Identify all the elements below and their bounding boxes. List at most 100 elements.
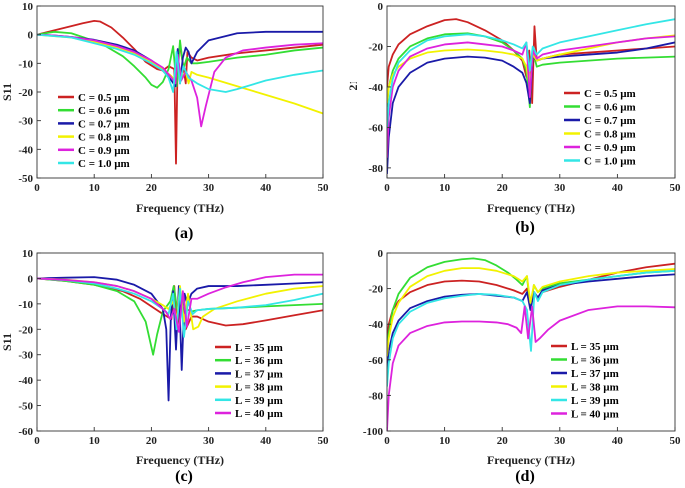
y-tick-label: -30 — [18, 116, 33, 128]
y-tick-label: 0 — [28, 30, 34, 42]
y-tick-label: -50 — [18, 173, 33, 185]
legend: L = 35 µmL = 36 µmL = 37 µmL = 38 µmL = … — [215, 342, 283, 420]
series-line-2 — [387, 32, 675, 109]
legend-label: L = 36 µm — [571, 355, 619, 367]
legend-label: L = 39 µm — [235, 395, 283, 407]
series-line-3 — [37, 276, 323, 402]
series-line-6 — [37, 33, 323, 93]
y-axis-label-fragment: S21 — [346, 79, 360, 98]
y-tick-label: -20 — [18, 87, 33, 99]
legend-label: C = 0.6 µm — [78, 105, 130, 117]
legend-label: C = 0.7 µm — [78, 118, 130, 130]
panel-b: 0 10 20 30 40 50 0 -20 -40 -60 -80 Frequency (THz) S… — [346, 1, 682, 236]
legend-label: L = 40 µm — [571, 409, 619, 421]
x-tick-label: 20 — [146, 182, 158, 194]
legend-label: C = 0.8 µm — [584, 129, 636, 141]
panel-label: (b) — [515, 219, 535, 236]
x-tick-label: 20 — [497, 435, 509, 447]
y-tick-label: 0 — [28, 273, 34, 285]
x-tick-label: 10 — [439, 435, 451, 447]
y-tick-label: 10 — [22, 248, 34, 260]
panel-a: 0 10 20 30 40 50 10 0 -10 -20 -30 -40 -50 Frequency (… — [0, 1, 329, 242]
legend-label: C = 0.6 µm — [584, 102, 636, 114]
y-tick-label: 0 — [378, 248, 384, 260]
legend-label: C = 1.0 µm — [78, 158, 130, 170]
y-tick-label: -20 — [368, 284, 383, 296]
legend-label: C = 1.0 µm — [584, 156, 636, 168]
x-tick-label: 50 — [670, 182, 682, 194]
y-tick-label: -20 — [18, 324, 33, 336]
legend-label: L = 37 µm — [571, 368, 619, 380]
legend-label: C = 0.7 µm — [584, 115, 636, 127]
panel-label: (a) — [175, 225, 194, 242]
y-tick-label: -60 — [368, 122, 383, 134]
series-line-5 — [387, 35, 675, 158]
panel-label: (d) — [515, 468, 535, 485]
y-tick-label: -60 — [368, 355, 383, 367]
x-tick-label: 10 — [439, 182, 451, 194]
series-line-5 — [387, 269, 675, 387]
panel-c: 0 10 20 30 40 50 10 0 -10 -20 -30 -40 -50 -60 Frequenc… — [0, 248, 329, 485]
x-axis-label: Frequency (THz) — [136, 453, 224, 467]
x-tick-label: 40 — [260, 182, 272, 194]
y-tick-label: -80 — [368, 163, 383, 175]
plot-frame — [36, 252, 324, 432]
y-tick-label: -40 — [18, 375, 33, 387]
x-tick-label: 50 — [318, 182, 330, 194]
legend-label: C = 0.5 µm — [584, 88, 636, 100]
x-tick-label: 20 — [497, 182, 509, 194]
x-tick-label: 50 — [318, 435, 330, 447]
legend-label: C = 0.9 µm — [78, 145, 130, 157]
series-line-5 — [37, 277, 323, 338]
series-line-3 — [387, 41, 675, 174]
x-axis-label: Frequency (THz) — [487, 201, 575, 215]
panel-label: (c) — [175, 468, 193, 485]
x-tick-label: 10 — [89, 182, 101, 194]
legend-label: C = 0.8 µm — [78, 132, 130, 144]
panel-d: 0 10 20 30 40 50 0 -20 -40 -60 -80 -100 Frequency (T… — [363, 248, 681, 485]
y-tick-label: -40 — [368, 319, 383, 331]
legend-label: L = 39 µm — [571, 395, 619, 407]
legend-label: L = 38 µm — [571, 382, 619, 394]
x-tick-label: 30 — [554, 182, 566, 194]
y-tick-label: -20 — [368, 41, 383, 53]
x-tick-label: 0 — [384, 435, 390, 447]
series-line-6 — [387, 18, 675, 128]
series-line-4 — [387, 267, 675, 357]
y-tick-label: 10 — [22, 1, 34, 13]
y-tick-label: -10 — [18, 58, 33, 70]
legend-label: L = 38 µm — [235, 382, 283, 394]
y-tick-label: -100 — [363, 426, 384, 438]
x-tick-label: 20 — [146, 435, 158, 447]
legend: L = 35 µmL = 36 µmL = 37 µmL = 38 µmL = … — [551, 341, 619, 421]
x-tick-label: 40 — [612, 435, 624, 447]
x-tick-label: 0 — [34, 435, 40, 447]
x-tick-label: 40 — [612, 182, 624, 194]
legend-label: C = 0.5 µm — [78, 92, 130, 104]
legend: C = 0.5 µmC = 0.6 µmC = 0.7 µm C = 0.8 µm… — [58, 92, 130, 170]
legend-label: L = 37 µm — [235, 368, 283, 380]
y-tick-label: -60 — [18, 426, 33, 438]
plot-frame — [386, 5, 676, 179]
y-tick-label: -10 — [18, 299, 33, 311]
legend-label: L = 35 µm — [235, 342, 283, 354]
series-line-6 — [387, 305, 675, 431]
x-axis-label: Frequency (THz) — [136, 201, 224, 215]
y-axis-label: S11 — [0, 83, 14, 101]
y-tick-label: -30 — [18, 350, 33, 362]
x-tick-label: 40 — [260, 435, 272, 447]
legend-label: L = 40 µm — [235, 408, 283, 420]
x-tick-label: 0 — [384, 182, 390, 194]
x-tick-label: 0 — [34, 182, 40, 194]
x-tick-label: 50 — [670, 435, 682, 447]
legend-label: C = 0.9 µm — [584, 142, 636, 154]
x-axis-label: Frequency (THz) — [487, 453, 575, 467]
x-tick-label: 30 — [554, 435, 566, 447]
plot-frame — [386, 252, 676, 432]
legend-label: L = 35 µm — [571, 341, 619, 353]
y-tick-label: -40 — [368, 82, 383, 94]
y-tick-label: -50 — [18, 401, 33, 413]
legend-label: L = 36 µm — [235, 355, 283, 367]
series-line-6 — [37, 273, 323, 333]
